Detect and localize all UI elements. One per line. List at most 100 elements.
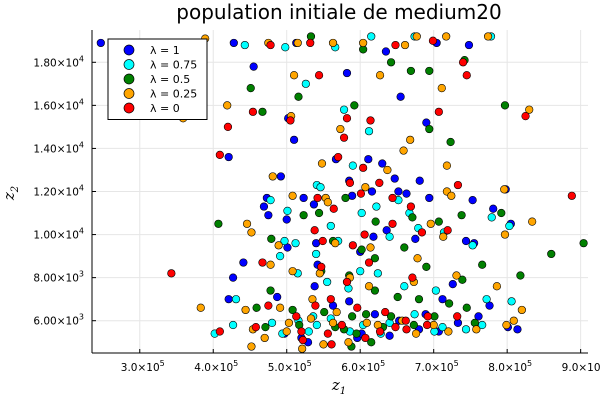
data-point-series-2 (406, 66, 416, 76)
data-point-series-0 (249, 62, 258, 71)
data-point-series-4 (391, 323, 400, 332)
data-point-series-3 (366, 243, 375, 252)
data-point-series-0 (390, 174, 399, 183)
data-point-series-4 (366, 116, 375, 125)
data-point-series-2 (341, 193, 350, 203)
data-point-series-2 (367, 338, 376, 347)
data-point-series-1 (301, 79, 310, 88)
y-tick-label: 1.40×104 (33, 140, 84, 155)
data-point-series-4 (462, 71, 471, 80)
data-point-series-4 (356, 189, 366, 198)
data-point-series-0 (378, 159, 387, 168)
data-point-series-4 (318, 236, 327, 246)
data-point-series-1 (482, 295, 491, 304)
data-point-series-0 (228, 273, 238, 282)
data-point-series-1 (228, 320, 238, 330)
data-point-series-4 (311, 301, 320, 310)
data-point-series-4 (391, 40, 400, 50)
data-point-series-1 (291, 239, 300, 248)
data-point-series-0 (276, 172, 285, 181)
data-point-series-0 (464, 40, 474, 50)
data-point-series-0 (385, 331, 394, 340)
data-point-series-0 (438, 295, 447, 304)
data-point-series-1 (280, 236, 289, 246)
data-point-series-0 (273, 292, 282, 302)
data-point-series-4 (453, 180, 463, 190)
data-point-series-0 (461, 236, 471, 246)
data-point-series-3 (282, 327, 291, 336)
data-point-series-1 (276, 252, 285, 261)
data-point-series-4 (266, 40, 275, 50)
data-point-series-2 (246, 84, 255, 93)
data-point-series-0 (411, 234, 420, 243)
data-point-series-4 (408, 273, 417, 282)
data-point-series-4 (428, 36, 438, 45)
data-point-series-3 (328, 38, 338, 48)
data-point-series-2 (425, 124, 434, 134)
data-point-series-2 (361, 310, 371, 319)
data-point-series-2 (314, 208, 324, 218)
y-tick-label: 1.20×104 (33, 184, 84, 199)
data-point-series-2 (393, 292, 402, 302)
data-point-series-3 (383, 165, 392, 175)
data-point-series-4 (521, 112, 530, 121)
data-point-series-0 (369, 232, 378, 241)
data-point-series-1 (267, 318, 277, 327)
data-point-series-3 (509, 316, 518, 325)
data-point-series-4 (248, 107, 258, 116)
data-point-series-3 (331, 239, 340, 248)
data-point-series-2 (266, 286, 275, 295)
data-point-series-4 (342, 114, 352, 123)
data-point-series-2 (422, 262, 431, 271)
data-point-series-4 (339, 133, 349, 142)
data-point-series-2 (357, 245, 366, 254)
data-point-series-0 (394, 187, 403, 196)
chart-title: population initiale de medium20 (176, 0, 501, 24)
data-point-series-1 (348, 161, 357, 170)
legend-label: λ = 0.25 (150, 88, 197, 101)
data-point-series-0 (289, 135, 299, 144)
data-point-series-4 (167, 269, 176, 278)
data-point-series-2 (352, 329, 361, 338)
data-point-series-3 (336, 124, 345, 134)
data-point-series-4 (337, 320, 346, 330)
data-point-series-1 (339, 105, 349, 114)
data-point-series-4 (402, 325, 411, 334)
data-point-series-4 (292, 312, 301, 321)
data-point-series-1 (326, 221, 335, 231)
data-point-series-4 (401, 316, 410, 325)
data-point-series-1 (505, 221, 514, 231)
data-point-series-3 (452, 271, 461, 280)
data-point-series-4 (297, 327, 306, 336)
data-point-series-4 (215, 150, 224, 159)
data-point-series-3 (260, 333, 269, 343)
data-point-series-3 (344, 338, 353, 347)
data-point-series-1 (357, 208, 366, 218)
data-point-series-3 (492, 282, 501, 291)
data-point-series-0 (489, 204, 498, 213)
data-point-series-4 (381, 307, 390, 317)
data-point-series-2 (267, 234, 276, 243)
data-point-series-3 (266, 260, 275, 269)
data-point-series-4 (327, 340, 336, 349)
data-point-series-1 (367, 32, 376, 41)
data-point-series-1 (400, 282, 409, 291)
data-point-series-3 (274, 241, 283, 250)
data-point-series-1 (431, 286, 440, 295)
points-layer (96, 32, 588, 353)
data-point-series-2 (445, 299, 454, 308)
x-tick-label: 8.0×105 (488, 359, 532, 374)
data-point-series-4 (306, 38, 315, 48)
data-point-series-1 (478, 320, 487, 330)
y-tick-label: 1.80×104 (33, 54, 84, 69)
y-tick-label: 1.00×104 (33, 227, 84, 242)
data-point-series-0 (364, 155, 373, 164)
data-point-series-4 (434, 107, 443, 116)
data-point-series-2 (299, 211, 308, 220)
data-point-series-3 (444, 327, 453, 336)
data-point-series-2 (458, 275, 467, 284)
data-point-series-2 (497, 208, 506, 218)
data-point-series-2 (252, 303, 261, 312)
data-point-series-1 (438, 323, 447, 332)
